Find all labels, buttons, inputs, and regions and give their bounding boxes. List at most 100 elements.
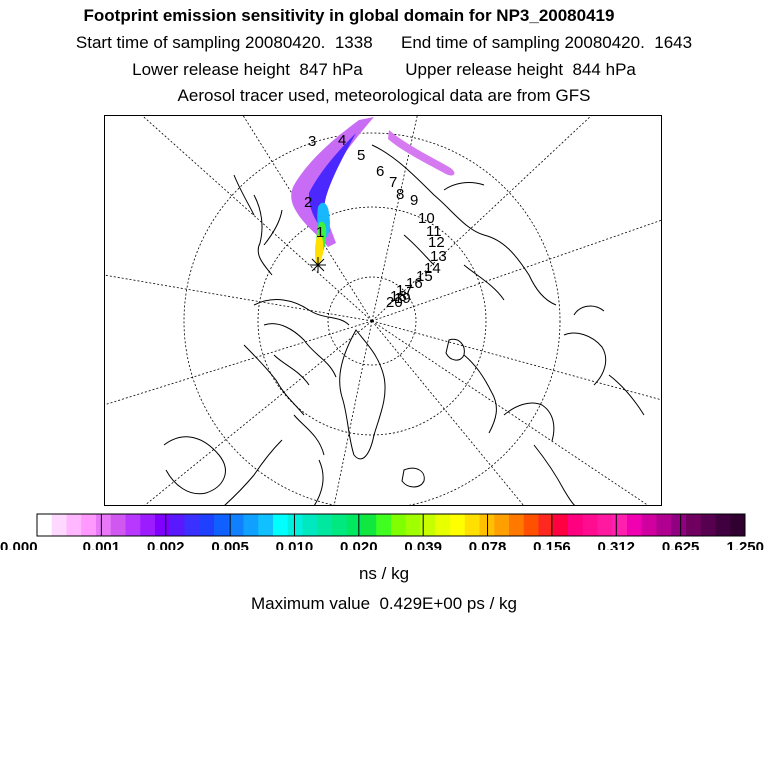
hudson-bay-coast — [163, 436, 226, 495]
meridian — [104, 274, 373, 322]
trajectory-label-18: 18 — [390, 288, 407, 305]
colorbar-tick-label: 0.312 — [597, 539, 635, 550]
colorbar-cell — [656, 514, 672, 536]
plume-branch — [388, 130, 455, 176]
trajectory-label-19: 19 — [394, 290, 411, 307]
colorbar-tick-label: 0.156 — [533, 539, 571, 550]
colorbar-cell — [509, 514, 525, 536]
meridian — [104, 320, 373, 406]
meridian — [242, 115, 373, 322]
meridian — [371, 115, 418, 322]
colorbar-cell — [317, 514, 333, 536]
colorbar-cell — [627, 514, 643, 536]
colorbar-tick-label: 0.005 — [211, 539, 249, 550]
colorbar-tick-label: 0.001 — [83, 539, 121, 550]
latitude-circle-60 — [183, 132, 561, 506]
coastlines — [163, 144, 645, 506]
alaska-coast — [233, 174, 283, 276]
svalbard-coast — [445, 338, 465, 361]
trajectory-label-10: 10 — [418, 210, 435, 227]
footprint-plume — [291, 117, 455, 265]
colorbar-cell — [405, 514, 421, 536]
colorbar-cell — [332, 514, 348, 536]
colorbar-cell — [287, 514, 303, 536]
colorbar-cell — [523, 514, 539, 536]
colorbar-cell — [700, 514, 716, 536]
trajectory-label-20: 20 — [386, 294, 403, 311]
colorbar-cell — [81, 514, 97, 536]
colorbar-cell — [641, 514, 657, 536]
scandinavia-coast — [463, 354, 577, 506]
colorbar-tick-label: 0.039 — [404, 539, 442, 550]
colorbar-cell — [568, 514, 584, 536]
trajectory-label-11: 11 — [426, 223, 442, 240]
meridian — [143, 320, 373, 506]
colorbar-cell — [51, 514, 67, 536]
colorbar-cell — [155, 514, 171, 536]
trajectory-label-8: 8 — [396, 186, 404, 203]
colorbar-cell — [376, 514, 392, 536]
graticule — [104, 115, 662, 506]
colorbar-cell — [258, 514, 274, 536]
colorbar-tick-label: 0.010 — [276, 539, 314, 550]
colorbar-cell — [435, 514, 451, 536]
colorbar-cell — [730, 514, 746, 536]
trajectory-label-5: 5 — [357, 147, 365, 164]
canadian-archipelago-coast — [223, 299, 350, 506]
plume-outer — [291, 117, 374, 247]
trajectory-label-17: 17 — [396, 282, 413, 299]
colorbar-cell — [420, 514, 436, 536]
colorbar-cell — [228, 514, 244, 536]
maximum-value-text: Maximum value 0.429E+00 ps / kg — [251, 594, 517, 613]
map-frame — [104, 115, 662, 506]
trajectory-label-7: 7 — [389, 174, 397, 191]
colorbar-unit: ns / kg — [358, 564, 410, 583]
colorbar-cell — [671, 514, 687, 536]
colorbar-cell — [273, 514, 289, 536]
colorbar-tick-label: 0.020 — [340, 539, 378, 550]
colorbar-tick-label: 0.625 — [662, 539, 700, 550]
trajectory-label-6: 6 — [376, 163, 384, 180]
colorbar-cell — [184, 514, 200, 536]
sampling-time-line: Start time of sampling 20080420. 1338 En… — [75, 33, 693, 52]
colorbar-cell — [199, 514, 215, 536]
colorbar: 0.000 0.001 0.002 0.005 0.010 0.020 0.039 0.078… — [0, 513, 764, 550]
colorbar-cell — [464, 514, 480, 536]
colorbar-ticks: 0.000 0.001 0.002 0.005 0.010 0.020 0.039 0.078… — [0, 514, 764, 550]
colorbar-cell — [302, 514, 318, 536]
trajectory-label-16: 16 — [406, 275, 423, 292]
colorbar-cell — [582, 514, 598, 536]
map-title: Footprint emission sensitivity in global… — [83, 6, 615, 25]
trajectory-label-14: 14 — [424, 260, 441, 277]
trajectory-label-1: 1 — [316, 224, 324, 241]
latitude-circle-70 — [257, 206, 487, 436]
colorbar-cell — [346, 514, 362, 536]
colorbar-cell — [110, 514, 126, 536]
colorbar-cell — [96, 514, 112, 536]
siberia-coast — [371, 144, 557, 306]
colorbar-tick-label: 0.000 — [0, 539, 38, 550]
colorbar-tick-label: 0.078 — [469, 539, 507, 550]
meridian — [371, 115, 593, 322]
meridian — [371, 320, 650, 506]
colorbar-cell — [715, 514, 731, 536]
release-point-marker — [310, 257, 326, 273]
trajectory-label-3: 3 — [308, 133, 316, 150]
colorbar-cell — [66, 514, 82, 536]
colorbar-cell — [450, 514, 466, 536]
colorbar-cell — [686, 514, 702, 536]
trajectory-label-2: 2 — [304, 194, 312, 211]
meridian — [333, 320, 373, 506]
meridian — [371, 219, 662, 322]
colorbar-cell — [494, 514, 510, 536]
colorbar-cell — [597, 514, 613, 536]
trajectory-label-15: 15 — [416, 268, 433, 285]
latitude-circle-80 — [327, 276, 417, 366]
colorbar-cell — [125, 514, 141, 536]
colorbar-cell — [612, 514, 628, 536]
colorbar-cell — [553, 514, 569, 536]
europe-coast — [563, 305, 645, 416]
colorbar-cell — [214, 514, 230, 536]
trajectory-label-4: 4 — [338, 132, 346, 149]
